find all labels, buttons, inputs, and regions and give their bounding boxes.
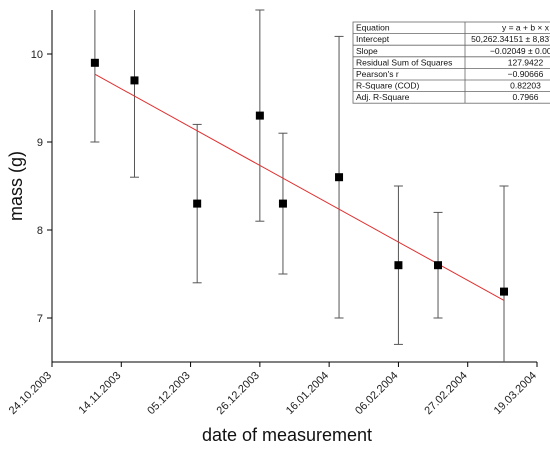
data-point [335,173,344,182]
data-point [394,261,403,270]
x-tick-label: 26.12.2003 [215,370,262,417]
y-tick-label: 10 [31,49,43,61]
x-tick-label: 05.12.2003 [145,370,192,417]
error-bar [90,10,100,143]
stats-row-label: Pearson's r [356,69,399,79]
x-axis-title: date of measurement [202,425,372,445]
y-tick-label: 9 [37,137,43,149]
stats-row-label: Equation [356,23,390,33]
stats-row-value: 50,262.34151 ± 8,837.97762 [471,34,550,44]
data-point [500,287,509,296]
stats-row-label: Residual Sum of Squares [356,57,452,67]
data-point [90,58,99,67]
stats-row-label: Intercept [356,34,390,44]
stats-table: Equation y = a + b × x Intercept 50,262.341… [352,21,550,104]
data-point [193,199,202,208]
stats-row-value: y = a + b × x [502,23,550,33]
data-point [278,199,287,208]
x-tick-label: 06.02.2004 [353,370,400,417]
x-tick-label: 19.03.2004 [492,370,539,417]
data-point [434,261,443,270]
data-points [90,58,509,296]
stats-row-value: −0.90666 [508,69,544,79]
data-point [130,76,139,85]
data-point [255,111,264,120]
x-tick-label: 14.11.2003 [77,370,124,417]
fit-line [94,73,505,301]
y-axis-title: mass (g) [6,151,26,221]
error-bar [499,185,509,362]
stats-row-value: 0.82203 [510,81,541,91]
x-tick-label: 27.02.2004 [422,370,469,417]
y-ticks: 7 8 9 10 [31,49,52,325]
stats-row-value: −0.02049 ± 0.0036 [490,46,550,56]
stats-row-value: 0.7966 [513,92,539,102]
stats-row-label: Slope [356,46,378,56]
x-tick-label: 24.10.2003 [7,370,54,417]
error-bar [129,10,139,178]
stats-row-value: 127.9422 [508,57,544,67]
x-ticks: 24.10.2003 14.11.2003 05.12.2003 26.12.2003… [7,362,539,417]
y-tick-label: 8 [37,225,43,237]
stats-row-label: R-Square (COD) [356,81,419,91]
y-tick-label: 7 [37,313,43,325]
stats-row-label: Adj. R-Square [356,92,410,102]
x-tick-label: 16.01.2004 [284,370,331,417]
